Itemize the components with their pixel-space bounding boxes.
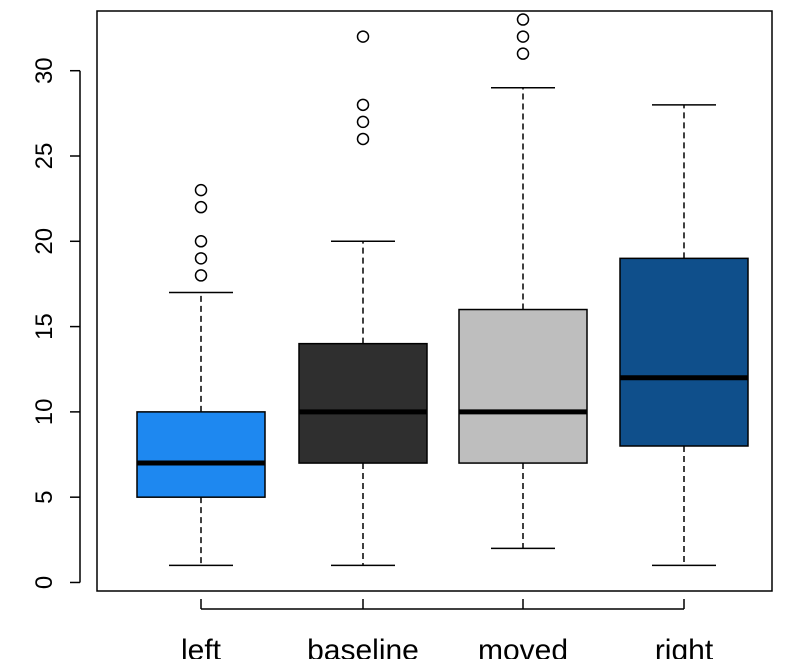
box-baseline — [298, 30, 428, 567]
outlier-point — [194, 252, 208, 265]
x-tick-label: moved — [478, 634, 568, 659]
y-tick-label: 30 — [31, 57, 58, 84]
outlier-point — [356, 30, 370, 43]
x-axis: left baseline moved right — [181, 599, 714, 659]
box-left — [136, 183, 266, 567]
outlier-point — [356, 115, 370, 129]
box-rect — [458, 308, 588, 464]
boxes — [136, 13, 749, 567]
outlier-point — [356, 98, 370, 112]
y-tick-label: 10 — [31, 399, 58, 426]
outlier-point — [356, 132, 370, 146]
box-rect — [136, 411, 266, 498]
y-tick-label: 5 — [31, 490, 58, 503]
outlier-point — [194, 183, 208, 197]
outlier-point — [194, 235, 208, 248]
y-tick-label: 20 — [31, 228, 58, 255]
outlier-point — [516, 13, 530, 26]
y-tick-label: 0 — [31, 576, 58, 589]
box-right — [619, 104, 749, 567]
box-moved — [458, 13, 588, 550]
outlier-point — [516, 30, 530, 43]
x-tick-label: left — [181, 634, 222, 659]
outlier-point — [194, 200, 208, 214]
y-axis: 0 5 10 15 20 25 30 — [31, 57, 81, 589]
x-tick-label: baseline — [307, 634, 419, 659]
y-tick-label: 15 — [31, 313, 58, 340]
box-rect — [619, 257, 749, 447]
outlier-point — [516, 47, 530, 60]
plot-frame — [96, 10, 773, 592]
box-rect — [298, 342, 428, 464]
outlier-point — [194, 269, 208, 282]
y-tick-label: 25 — [31, 143, 58, 170]
x-tick-label: right — [655, 634, 714, 659]
